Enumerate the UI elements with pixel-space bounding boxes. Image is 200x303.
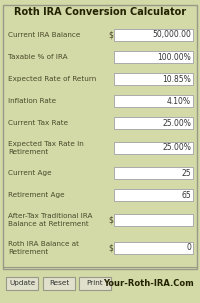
Text: Current IRA Balance: Current IRA Balance bbox=[8, 32, 80, 38]
Text: Inflation Rate: Inflation Rate bbox=[8, 98, 56, 104]
FancyBboxPatch shape bbox=[114, 189, 193, 201]
FancyBboxPatch shape bbox=[114, 117, 193, 129]
Text: 100.00%: 100.00% bbox=[157, 52, 191, 62]
FancyBboxPatch shape bbox=[114, 214, 193, 226]
Text: 4.10%: 4.10% bbox=[167, 96, 191, 105]
FancyBboxPatch shape bbox=[114, 167, 193, 179]
FancyBboxPatch shape bbox=[114, 73, 193, 85]
FancyBboxPatch shape bbox=[43, 277, 75, 289]
Text: Update: Update bbox=[9, 280, 35, 286]
Text: 25.00%: 25.00% bbox=[162, 118, 191, 128]
Text: After-Tax Traditional IRA
Balance at Retirement: After-Tax Traditional IRA Balance at Ret… bbox=[8, 213, 92, 227]
Text: 50,000.00: 50,000.00 bbox=[152, 31, 191, 39]
Text: 25.00%: 25.00% bbox=[162, 144, 191, 152]
Text: 10.85%: 10.85% bbox=[162, 75, 191, 84]
FancyBboxPatch shape bbox=[114, 51, 193, 63]
FancyBboxPatch shape bbox=[114, 242, 193, 254]
Text: Roth IRA Balance at
Retirement: Roth IRA Balance at Retirement bbox=[8, 241, 79, 255]
Text: Roth IRA Conversion Calculator: Roth IRA Conversion Calculator bbox=[14, 7, 186, 17]
Text: $: $ bbox=[108, 215, 113, 225]
Text: $: $ bbox=[108, 244, 113, 252]
Text: 65: 65 bbox=[181, 191, 191, 199]
Text: Expected Tax Rate In
Retirement: Expected Tax Rate In Retirement bbox=[8, 141, 84, 155]
Text: Reset: Reset bbox=[49, 280, 69, 286]
Text: Print: Print bbox=[87, 280, 103, 286]
Text: 0: 0 bbox=[186, 244, 191, 252]
Text: Your-Roth-IRA.Com: Your-Roth-IRA.Com bbox=[103, 278, 193, 288]
Text: 25: 25 bbox=[181, 168, 191, 178]
Text: Retirement Age: Retirement Age bbox=[8, 192, 65, 198]
FancyBboxPatch shape bbox=[114, 29, 193, 41]
FancyBboxPatch shape bbox=[3, 5, 197, 269]
Text: $: $ bbox=[108, 31, 113, 39]
Text: Current Tax Rate: Current Tax Rate bbox=[8, 120, 68, 126]
Text: Current Age: Current Age bbox=[8, 170, 52, 176]
FancyBboxPatch shape bbox=[114, 142, 193, 154]
Text: Taxable % of IRA: Taxable % of IRA bbox=[8, 54, 68, 60]
Text: Expected Rate of Return: Expected Rate of Return bbox=[8, 76, 96, 82]
FancyBboxPatch shape bbox=[114, 95, 193, 107]
FancyBboxPatch shape bbox=[79, 277, 111, 289]
FancyBboxPatch shape bbox=[6, 277, 38, 289]
